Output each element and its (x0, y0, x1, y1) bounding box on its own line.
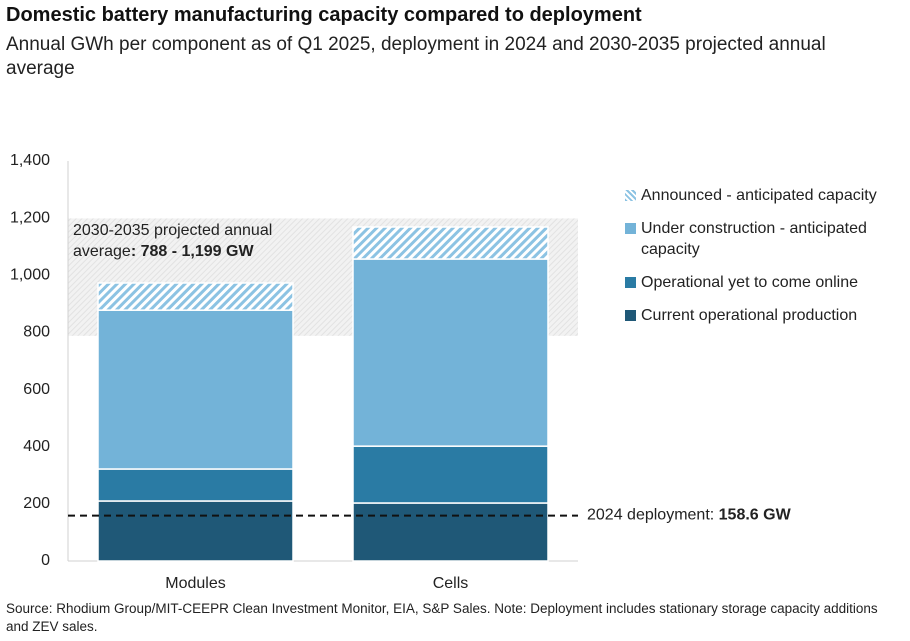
x-tick-label: Modules (165, 575, 225, 592)
legend: Announced - anticipated capacity Under co… (625, 185, 890, 338)
chart-title: Domestic battery manufacturing capacity … (6, 4, 642, 26)
band-label-line: average (73, 243, 131, 260)
band-value-label: : 788 - 1,199 GW (131, 243, 255, 260)
bar-segment (97, 500, 294, 562)
legend-item: Operational yet to come online (625, 272, 890, 293)
y-tick-label: 600 (23, 381, 50, 398)
legend-item: Announced - anticipated capacity (625, 185, 890, 206)
source-note: Source: Rhodium Group/MIT-CEEPR Clean In… (6, 601, 878, 634)
legend-item: Current operational production (625, 305, 890, 326)
band-label-line: 2030-2035 projected annual (73, 222, 272, 239)
legend-label: Current operational production (641, 307, 858, 324)
x-tick-label: Cells (433, 575, 469, 592)
y-tick-label: 400 (23, 438, 50, 455)
legend-label: Operational yet to come online (641, 274, 859, 291)
legend-swatch (625, 277, 636, 288)
deployment-label-text: 2024 deployment: (587, 507, 719, 524)
deployment-value-label: 158.6 GW (719, 507, 792, 524)
bar-segment (352, 226, 549, 260)
legend-swatch (625, 223, 636, 234)
bar-segment (97, 282, 294, 311)
y-tick-label: 1,400 (10, 152, 50, 169)
y-tick-label: 800 (23, 324, 50, 341)
legend-label: Announced - anticipated capacity (641, 187, 877, 204)
y-tick-label: 0 (41, 552, 50, 569)
deployment-label: 2024 deployment: 158.6 GW (587, 507, 792, 524)
bar-segment (97, 309, 294, 470)
bar-segment (352, 445, 549, 504)
band-label: 2030-2035 projected annual average: 788 -… (73, 222, 272, 260)
y-tick-label: 1,000 (10, 267, 50, 284)
chart-subtitle: Annual GWh per component as of Q1 2025, … (6, 34, 826, 79)
legend-label: Under construction - anticipated capacit… (641, 220, 867, 258)
y-tick-label: 200 (23, 495, 50, 512)
legend-swatch (625, 310, 636, 321)
bar-segment (352, 502, 549, 562)
y-tick-label: 1,200 (10, 209, 50, 226)
bar-segment (97, 468, 294, 502)
bar-segment (352, 258, 549, 447)
legend-swatch (625, 190, 636, 201)
legend-item: Under construction - anticipated capacit… (625, 218, 890, 260)
